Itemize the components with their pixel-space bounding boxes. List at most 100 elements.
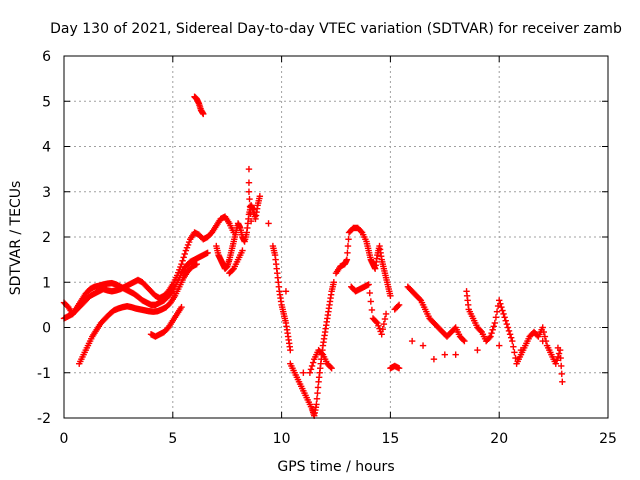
y-tick-label: 4 [42,140,51,156]
data-point [229,266,236,274]
data-point [245,188,253,195]
data-point [558,362,565,370]
y-tick-label: 2 [42,230,51,246]
data-point [557,354,564,362]
data-point [395,365,403,372]
y-tick-label: 1 [42,275,51,291]
data-point [554,344,562,352]
data-point [474,346,481,354]
data-point [395,301,403,309]
y-tick-label: 6 [42,49,51,65]
data-point [500,310,507,318]
data-point [497,300,504,307]
data-point [307,366,315,373]
data-point [441,351,448,358]
data-point [489,326,496,333]
data-point [344,249,351,257]
data-point [408,337,416,345]
data-point [501,314,508,321]
data-point [419,342,427,349]
y-tick-label: 5 [42,94,51,110]
data-point [507,334,515,341]
y-tick-label: -2 [37,411,51,427]
data-point [367,298,375,305]
data-point [510,343,517,350]
points-layer [60,93,566,419]
data-point [314,384,322,391]
x-tick-label: 20 [490,431,508,447]
data-point [179,257,186,264]
data-point [461,337,468,345]
data-point [394,302,402,310]
data-point [245,179,253,186]
data-point [492,314,500,321]
data-point [511,349,518,356]
data-point [282,288,290,295]
data-point [328,365,335,372]
data-point [318,350,326,357]
data-point [539,337,546,345]
data-point [200,110,207,118]
data-point [357,228,365,235]
data-point [512,354,519,362]
data-point [502,317,509,324]
data-point [368,306,376,314]
x-tick-label: 15 [381,431,399,447]
data-point [553,357,561,364]
data-point [239,247,246,254]
data-point [373,318,380,326]
data-point [505,327,513,335]
data-point [365,281,372,288]
data-point [204,249,211,257]
data-point [499,307,506,314]
data-point [313,401,320,408]
data-point [308,362,316,370]
data-point [477,327,484,335]
data-point [327,363,334,371]
x-tick-label: 10 [273,431,291,447]
data-point [486,334,493,341]
data-point [313,395,321,402]
data-point [517,346,525,354]
data-point [496,342,503,349]
data-point [493,308,501,315]
data-point [380,320,388,328]
data-point [345,236,352,243]
data-point [344,242,352,250]
data-point [387,292,394,300]
data-point [245,165,253,173]
x-tick-label: 5 [168,431,177,447]
data-point [256,193,264,200]
data-point [460,336,467,344]
data-point [488,329,495,337]
data-point [366,289,373,297]
grid-layer [64,56,608,418]
data-point [539,324,546,331]
data-point [309,359,317,366]
data-point [558,370,565,378]
data-point [193,260,200,268]
data-point [265,220,272,227]
data-point [246,203,254,210]
y-tick-label: -1 [37,366,51,382]
data-point [178,260,185,268]
plot-frame [63,55,609,419]
y-tick-label: 3 [42,185,51,201]
data-point [555,350,563,357]
data-point [552,360,559,367]
data-point [181,250,188,258]
data-point [330,279,338,286]
data-point [509,337,516,345]
data-point [300,369,307,376]
data-point [247,210,254,218]
x-tick-label: 25 [599,431,617,447]
y-tick-label: 0 [42,321,51,337]
data-point [541,333,549,340]
data-point [559,378,566,385]
data-point [382,310,390,318]
tick-layer: 0 5 10 15 20 25 -2 -1 0 1 2 3 4 5 6 [37,49,617,447]
data-point [178,303,185,311]
data-point [496,297,503,304]
